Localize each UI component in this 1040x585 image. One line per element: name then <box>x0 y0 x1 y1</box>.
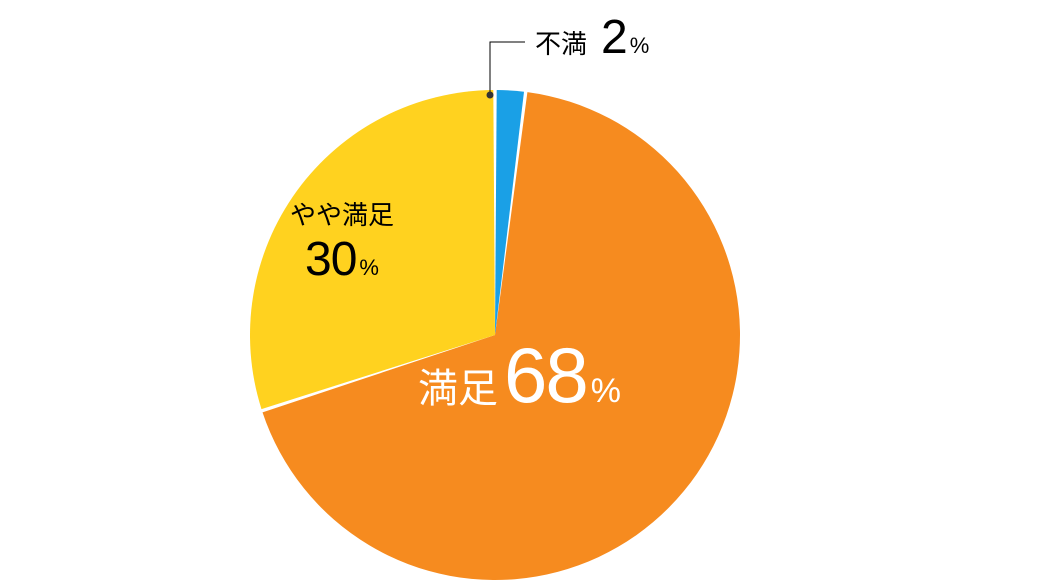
slice-label-name: 満足 <box>418 356 498 414</box>
slice-label-value: 2 <box>601 10 627 65</box>
slice-label-value: 30 <box>305 232 356 287</box>
percent-sign: % <box>591 372 621 411</box>
slice-label-satisfied: 満足 68 % <box>418 330 621 421</box>
leader-line <box>490 42 525 95</box>
leader-dot <box>487 92 494 99</box>
slice-label-somewhat-satisfied: やや満足 30 % <box>290 195 394 287</box>
pie-chart: 満足 68 % やや満足 30 % 不満 2 % <box>0 0 1040 585</box>
slice-label-name: やや満足 <box>290 195 394 232</box>
pie-svg <box>0 0 1040 585</box>
percent-sign: % <box>359 255 379 281</box>
slice-label-value: 68 <box>504 330 587 421</box>
percent-sign: % <box>630 33 650 59</box>
slice-label-name: 不満 <box>535 24 587 61</box>
slice-label-dissatisfied: 不満 2 % <box>535 10 649 65</box>
